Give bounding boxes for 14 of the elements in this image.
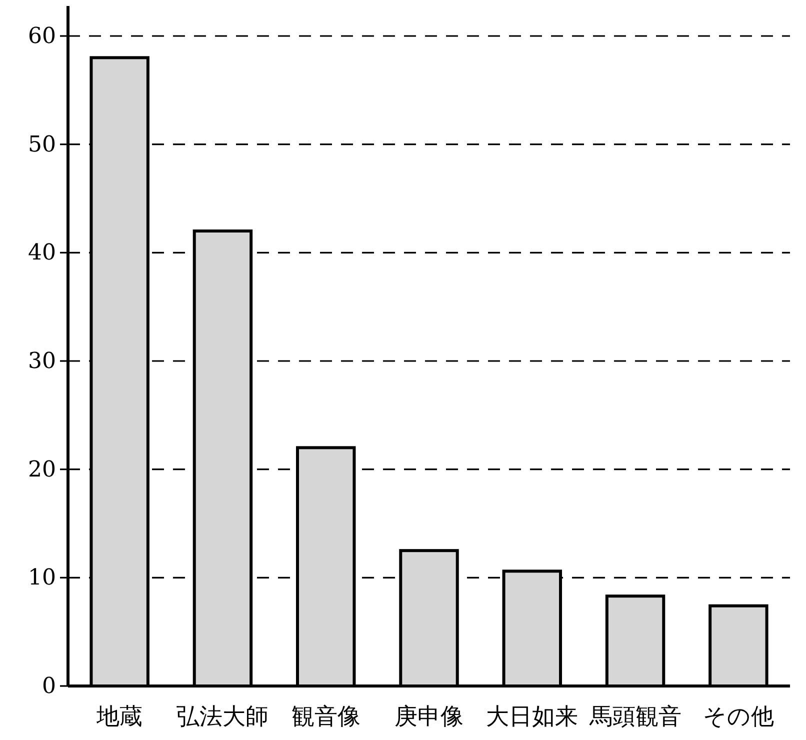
x-tick-label: 地蔵: [96, 704, 143, 730]
y-tick-label: 30: [28, 349, 56, 374]
x-tick-label: 観音像: [291, 704, 360, 730]
x-tick-label: 庚申像: [394, 704, 464, 730]
y-tick-label: 0: [42, 674, 56, 699]
y-tick-label: 40: [28, 240, 56, 266]
x-tick-label: その他: [702, 704, 774, 730]
x-tick-label: 弘法大師: [176, 704, 269, 730]
y-tick-label: 20: [28, 457, 56, 482]
y-tick-label: 10: [28, 566, 56, 591]
x-tick-label: 馬頭観音: [588, 704, 682, 730]
y-tick-label: 60: [28, 24, 56, 49]
x-tick-label: 大日如来: [486, 704, 578, 730]
y-tick-label: 50: [28, 132, 56, 158]
